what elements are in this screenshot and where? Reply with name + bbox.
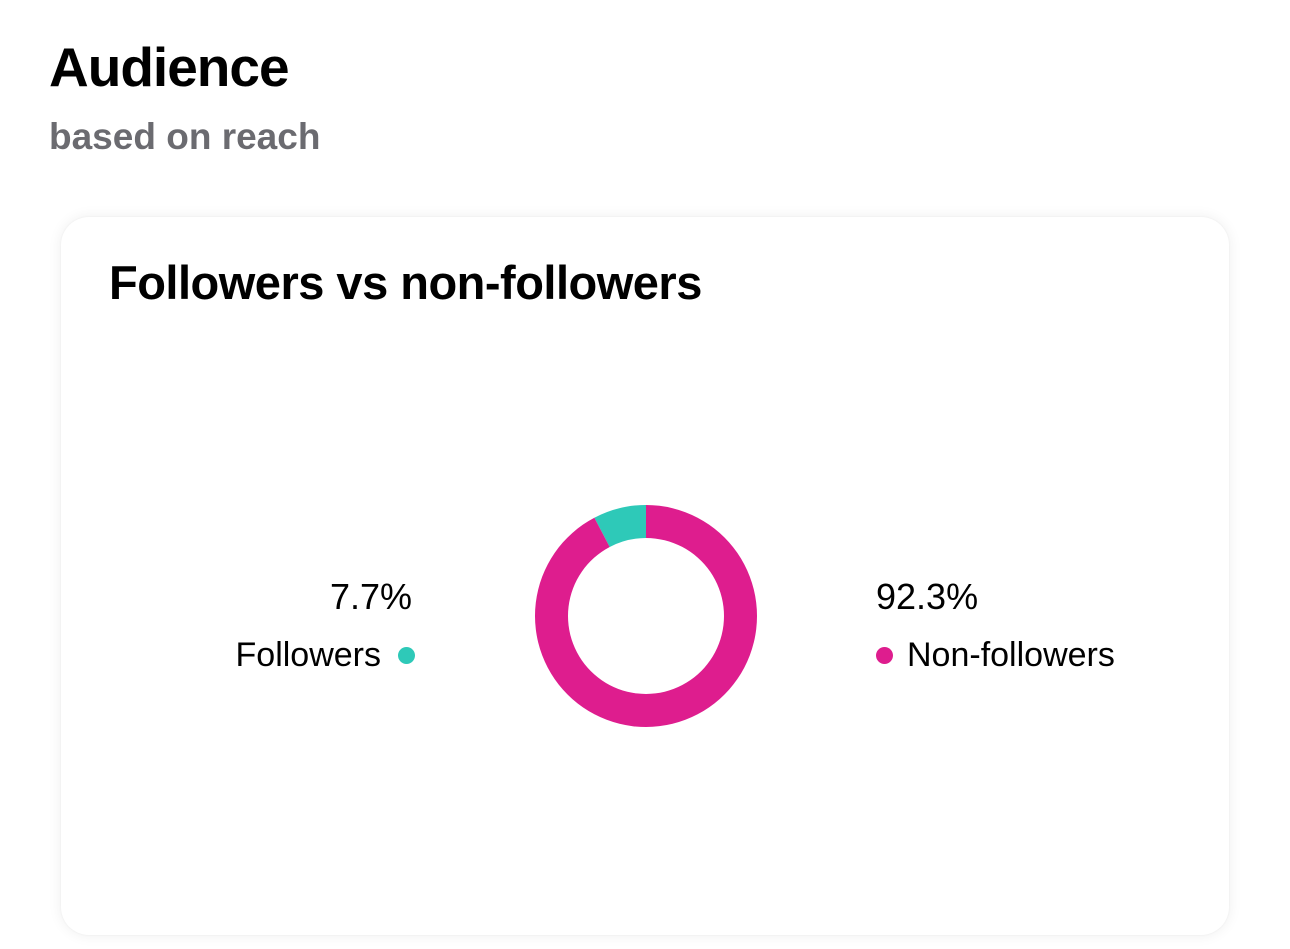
non-followers-percent: 92.3% — [876, 576, 979, 617]
donut-chart — [535, 505, 757, 727]
legend-followers: 7.7% Followers — [236, 575, 415, 676]
legend-non-followers: 92.3% Non-followers — [876, 575, 1115, 676]
followers-label: Followers — [235, 636, 381, 675]
followers-dot-icon — [398, 647, 415, 665]
page-title: Audience — [49, 36, 290, 98]
donut-slice-followers — [594, 505, 646, 547]
followers-card: Followers vs non-followers 7.7% Follower… — [61, 217, 1229, 935]
followers-percent: 7.7% — [329, 576, 412, 617]
card-title: Followers vs non-followers — [109, 256, 702, 309]
non-followers-dot-icon — [876, 647, 893, 665]
page-subtitle: based on reach — [49, 116, 321, 157]
donut-slice-non-followers — [535, 505, 757, 727]
non-followers-label: Non-followers — [907, 636, 1115, 675]
